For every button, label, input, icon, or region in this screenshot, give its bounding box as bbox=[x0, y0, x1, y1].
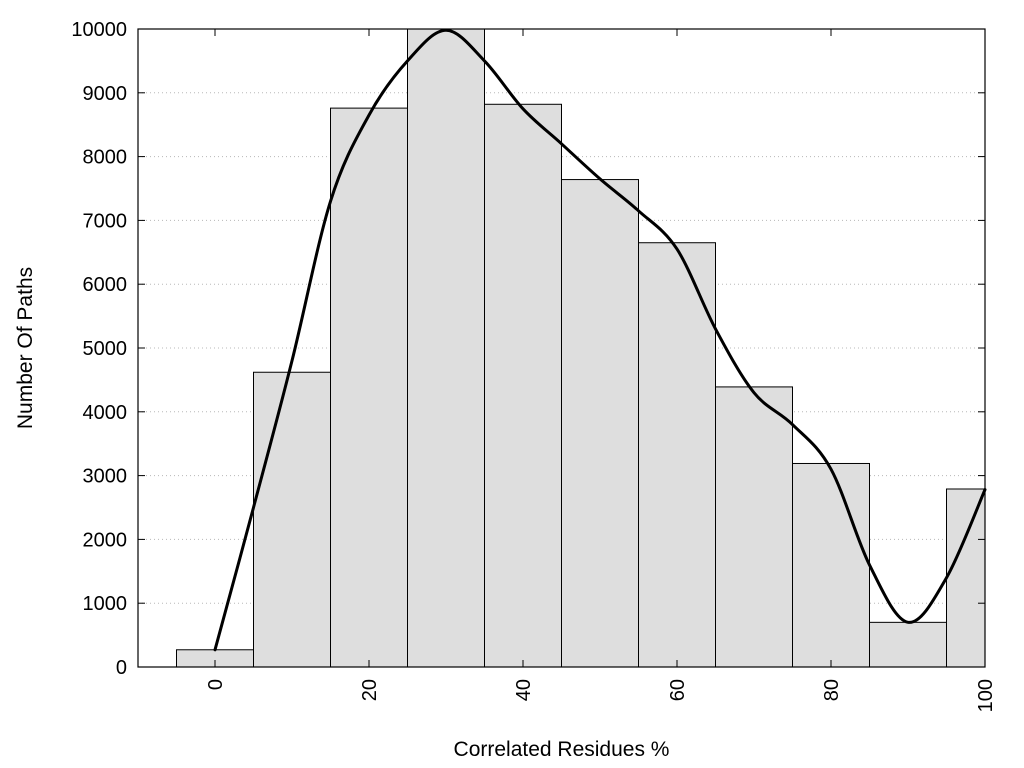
x-tick-label: 80 bbox=[821, 679, 843, 701]
histogram-bar bbox=[253, 371, 331, 668]
y-tick-label: 10000 bbox=[71, 19, 127, 41]
histogram-bar bbox=[715, 386, 793, 668]
y-tick-label: 6000 bbox=[83, 274, 128, 296]
histogram-bars bbox=[176, 28, 986, 668]
histogram-bar bbox=[869, 621, 947, 668]
y-tick-label: 4000 bbox=[83, 402, 128, 424]
density-curve bbox=[213, 28, 987, 652]
y-tick-label: 0 bbox=[116, 657, 127, 679]
histogram-bar bbox=[638, 242, 716, 668]
x-tick-label: 100 bbox=[975, 679, 997, 712]
y-tick-label: 1000 bbox=[83, 593, 128, 615]
x-tick-label: 20 bbox=[359, 679, 381, 701]
x-tick-label: 40 bbox=[513, 679, 535, 701]
y-tick-label: 8000 bbox=[83, 147, 128, 169]
y-tick-label: 5000 bbox=[83, 338, 128, 360]
histogram-bar bbox=[407, 28, 485, 668]
histogram-bar bbox=[484, 103, 562, 668]
y-tick-label: 9000 bbox=[83, 83, 128, 105]
x-axis-title: Correlated Residues % bbox=[454, 738, 670, 761]
y-tick-label: 2000 bbox=[83, 529, 128, 551]
y-tick-label: 7000 bbox=[83, 210, 128, 232]
y-tick-label: 3000 bbox=[83, 466, 128, 488]
x-tick-label: 60 bbox=[667, 679, 689, 701]
x-tick-label: 0 bbox=[205, 679, 227, 690]
density-curve-layer bbox=[213, 28, 987, 652]
histogram-bar bbox=[792, 462, 870, 668]
histogram-bar bbox=[561, 179, 639, 668]
y-axis-ticks: 0 1000 2000 3000 4000 5000 6000 7000 8000 9000 100… bbox=[71, 19, 985, 679]
histogram-bar bbox=[946, 488, 986, 668]
histogram-bar bbox=[330, 107, 408, 668]
y-axis-title: Number Of Paths bbox=[14, 267, 37, 429]
x-axis-ticks: 0 20 40 60 80 100 bbox=[205, 29, 997, 712]
